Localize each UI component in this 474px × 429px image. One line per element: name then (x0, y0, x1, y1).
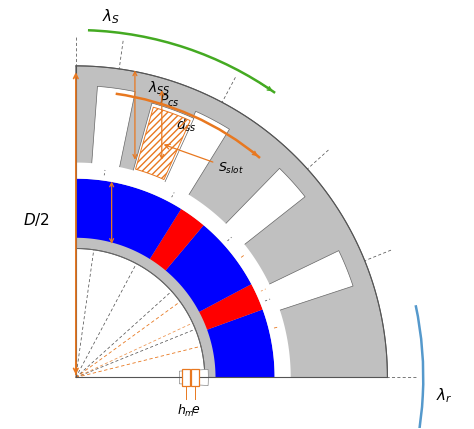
Text: $S_{slot}$: $S_{slot}$ (165, 144, 244, 176)
Polygon shape (76, 66, 387, 378)
Text: $\lambda_S$: $\lambda_S$ (102, 7, 120, 26)
Polygon shape (191, 369, 199, 387)
Text: $D/2$: $D/2$ (23, 211, 50, 228)
Text: $e$: $e$ (191, 402, 200, 416)
Text: $d_{ss}$: $d_{ss}$ (176, 116, 197, 134)
Text: $h_m$: $h_m$ (177, 402, 194, 419)
Polygon shape (165, 225, 251, 312)
Polygon shape (150, 209, 204, 270)
Polygon shape (133, 103, 194, 184)
Polygon shape (199, 284, 263, 330)
Polygon shape (164, 111, 229, 196)
Polygon shape (180, 369, 209, 386)
Text: $P_{cs}$: $P_{cs}$ (159, 93, 179, 109)
Polygon shape (268, 251, 353, 311)
Polygon shape (76, 66, 387, 378)
Text: $\lambda_r$: $\lambda_r$ (436, 386, 453, 405)
Polygon shape (91, 86, 135, 169)
Text: $\lambda_{SS}$: $\lambda_{SS}$ (148, 80, 171, 97)
Polygon shape (225, 168, 305, 245)
Polygon shape (76, 179, 181, 259)
Polygon shape (182, 369, 190, 387)
Polygon shape (76, 173, 280, 378)
Text: $P_{cr}$: $P_{cr}$ (132, 205, 152, 221)
Polygon shape (76, 163, 291, 378)
Polygon shape (76, 177, 276, 378)
Polygon shape (207, 309, 274, 378)
